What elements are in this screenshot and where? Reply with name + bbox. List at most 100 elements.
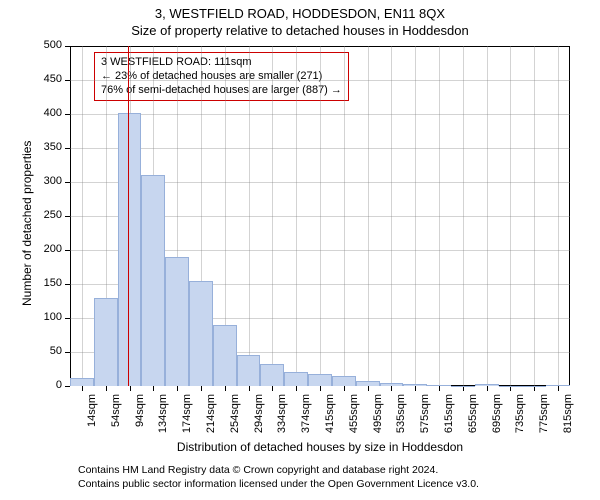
footer-line: Contains public sector information licen… [78, 478, 479, 492]
xtick-mark [415, 386, 416, 391]
xtick-mark [153, 386, 154, 391]
ytick-mark [65, 80, 70, 81]
xtick-mark [201, 386, 202, 391]
page-subtitle: Size of property relative to detached ho… [0, 21, 600, 38]
xtick-label: 815sqm [562, 394, 574, 448]
gridline-v [249, 46, 250, 386]
histogram-bar [70, 378, 94, 386]
xtick-mark [344, 386, 345, 391]
ytick-label: 250 [30, 209, 62, 221]
annotation-line: 3 WESTFIELD ROAD: 111sqm [101, 56, 342, 70]
histogram-bar [189, 281, 213, 386]
annotation-line: 76% of semi-detached houses are larger (… [101, 84, 342, 98]
xtick-label: 735sqm [514, 394, 526, 448]
gridline-v [391, 46, 392, 386]
histogram-bar [546, 385, 570, 386]
xtick-mark [272, 386, 273, 391]
histogram-bar [213, 325, 237, 386]
xtick-mark [130, 386, 131, 391]
gridline-v [439, 46, 440, 386]
page-title: 3, WESTFIELD ROAD, HODDESDON, EN11 8QX [0, 0, 600, 21]
xtick-label: 94sqm [134, 394, 146, 448]
histogram-bar [94, 298, 118, 386]
ytick-label: 300 [30, 175, 62, 187]
ytick-label: 400 [30, 107, 62, 119]
gridline-v [463, 46, 464, 386]
xtick-mark [487, 386, 488, 391]
gridline-v [510, 46, 511, 386]
histogram-bar [451, 386, 475, 387]
histogram-bar [260, 364, 284, 386]
gridline-v [272, 46, 273, 386]
ytick-label: 50 [30, 345, 62, 357]
histogram-bar [118, 113, 142, 386]
gridline-v [368, 46, 369, 386]
histogram-bar [308, 374, 332, 386]
xtick-label: 294sqm [253, 394, 265, 448]
xtick-label: 775sqm [538, 394, 550, 448]
histogram-bar [522, 386, 546, 387]
histogram-bar [403, 384, 427, 386]
histogram-bar [475, 384, 499, 386]
histogram-bar [356, 381, 380, 386]
xtick-label: 214sqm [205, 394, 217, 448]
gridline-v [415, 46, 416, 386]
xtick-label: 134sqm [157, 394, 169, 448]
footer-attribution: Contains HM Land Registry data © Crown c… [78, 464, 479, 491]
xtick-label: 254sqm [229, 394, 241, 448]
xtick-label: 695sqm [491, 394, 503, 448]
xtick-label: 415sqm [324, 394, 336, 448]
histogram-bar [332, 376, 356, 386]
ytick-mark [65, 114, 70, 115]
gridline-v [534, 46, 535, 386]
ytick-label: 150 [30, 277, 62, 289]
histogram-bar [284, 372, 308, 386]
ytick-label: 500 [30, 39, 62, 51]
xtick-mark [225, 386, 226, 391]
histogram-bar [427, 385, 451, 386]
xtick-label: 374sqm [300, 394, 312, 448]
xtick-mark [320, 386, 321, 391]
histogram-bar [237, 355, 261, 386]
gridline-v [320, 46, 321, 386]
xtick-label: 54sqm [110, 394, 122, 448]
histogram-bar [141, 175, 165, 386]
gridline-v [296, 46, 297, 386]
ytick-mark [65, 250, 70, 251]
gridline-v [82, 46, 83, 386]
ytick-label: 200 [30, 243, 62, 255]
ytick-mark [65, 386, 70, 387]
xtick-mark [558, 386, 559, 391]
ytick-label: 450 [30, 73, 62, 85]
xtick-mark [249, 386, 250, 391]
gridline-v [487, 46, 488, 386]
ytick-label: 0 [30, 379, 62, 391]
xtick-label: 535sqm [395, 394, 407, 448]
ytick-mark [65, 148, 70, 149]
ytick-mark [65, 216, 70, 217]
annotation-line: ← 23% of detached houses are smaller (27… [101, 70, 342, 84]
xtick-label: 334sqm [276, 394, 288, 448]
ytick-mark [65, 284, 70, 285]
footer-line: Contains HM Land Registry data © Crown c… [78, 464, 479, 478]
ytick-mark [65, 46, 70, 47]
xtick-mark [177, 386, 178, 391]
xtick-mark [296, 386, 297, 391]
xtick-mark [368, 386, 369, 391]
ytick-label: 350 [30, 141, 62, 153]
xtick-label: 455sqm [348, 394, 360, 448]
ytick-label: 100 [30, 311, 62, 323]
reference-line [128, 46, 129, 386]
xtick-label: 14sqm [86, 394, 98, 448]
xtick-label: 575sqm [419, 394, 431, 448]
ytick-mark [65, 352, 70, 353]
ytick-mark [65, 318, 70, 319]
xtick-label: 495sqm [372, 394, 384, 448]
xtick-mark [82, 386, 83, 391]
xtick-label: 174sqm [181, 394, 193, 448]
xtick-label: 655sqm [467, 394, 479, 448]
histogram-bar [165, 257, 189, 386]
xtick-mark [106, 386, 107, 391]
histogram-bar [499, 386, 523, 387]
gridline-v [344, 46, 345, 386]
